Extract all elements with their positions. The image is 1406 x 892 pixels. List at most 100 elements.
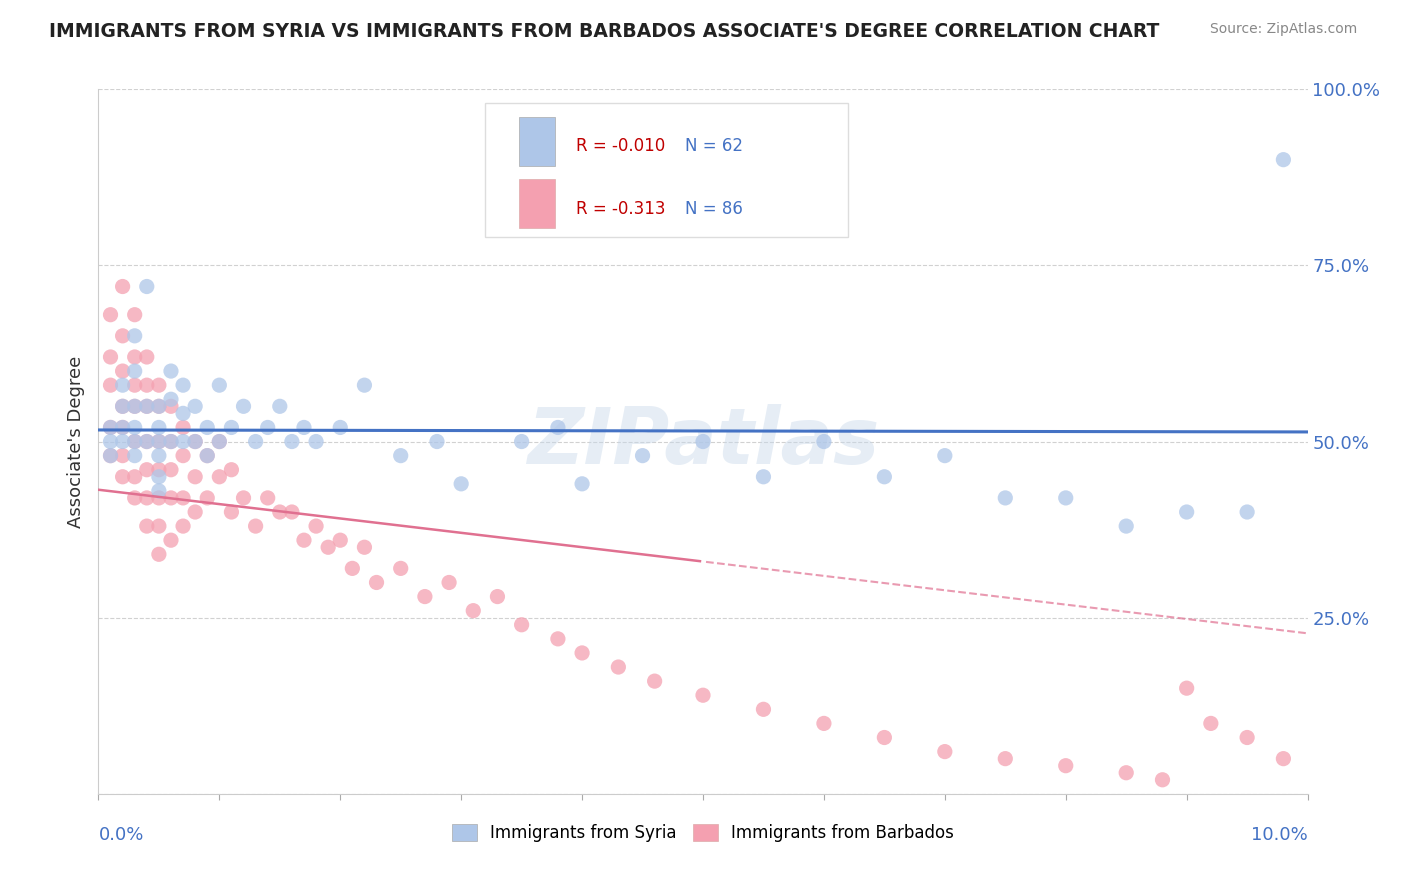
Point	[184, 469, 207, 483]
Point	[148, 399, 170, 413]
Point	[1054, 758, 1077, 772]
Point	[160, 392, 183, 407]
Point	[994, 491, 1017, 505]
Point	[195, 491, 218, 505]
Point	[100, 378, 122, 392]
Point	[329, 533, 352, 548]
Point	[994, 751, 1017, 765]
Point	[124, 469, 146, 483]
Point	[135, 399, 157, 413]
Point	[184, 505, 207, 519]
Point	[111, 378, 134, 392]
Point	[135, 378, 157, 392]
Point	[232, 399, 254, 413]
Point	[172, 406, 194, 420]
Point	[100, 420, 122, 434]
Point	[148, 449, 170, 463]
Point	[111, 449, 134, 463]
Point	[329, 420, 352, 434]
Point	[342, 561, 364, 575]
Point	[269, 505, 291, 519]
Point	[389, 561, 412, 575]
Point	[256, 491, 278, 505]
Point	[281, 434, 304, 449]
Point	[486, 590, 509, 604]
Point	[135, 463, 157, 477]
Point	[631, 449, 654, 463]
Point	[124, 378, 146, 392]
Point	[873, 731, 896, 745]
Text: 10.0%: 10.0%	[1251, 826, 1308, 844]
Point	[124, 449, 146, 463]
Point	[1236, 731, 1258, 745]
Point	[148, 547, 170, 561]
Point	[1236, 505, 1258, 519]
Point	[124, 399, 146, 413]
Point	[547, 420, 569, 434]
Point	[184, 434, 207, 449]
Text: R = -0.010: R = -0.010	[576, 137, 665, 155]
Point	[172, 420, 194, 434]
Point	[172, 434, 194, 449]
Point	[1115, 765, 1137, 780]
Point	[100, 449, 122, 463]
Point	[100, 350, 122, 364]
Point	[148, 434, 170, 449]
Point	[245, 434, 267, 449]
Point	[111, 420, 134, 434]
Point	[644, 674, 666, 689]
Point	[692, 688, 714, 702]
Point	[208, 378, 231, 392]
Point	[934, 745, 956, 759]
FancyBboxPatch shape	[485, 103, 848, 237]
Point	[692, 434, 714, 449]
Point	[111, 434, 134, 449]
Point	[1152, 772, 1174, 787]
Point	[160, 533, 183, 548]
Point	[172, 519, 194, 533]
Point	[148, 491, 170, 505]
Point	[1054, 491, 1077, 505]
Point	[389, 449, 412, 463]
Point	[208, 434, 231, 449]
Text: N = 62: N = 62	[685, 137, 742, 155]
Point	[873, 469, 896, 483]
Point	[160, 399, 183, 413]
Point	[245, 519, 267, 533]
Point	[124, 491, 146, 505]
Point	[292, 420, 315, 434]
Point	[135, 491, 157, 505]
Point	[111, 399, 134, 413]
Point	[366, 575, 388, 590]
Point	[208, 434, 231, 449]
Point	[160, 463, 183, 477]
Point	[510, 617, 533, 632]
Point	[172, 491, 194, 505]
Point	[135, 434, 157, 449]
Point	[124, 399, 146, 413]
Text: IMMIGRANTS FROM SYRIA VS IMMIGRANTS FROM BARBADOS ASSOCIATE'S DEGREE CORRELATION: IMMIGRANTS FROM SYRIA VS IMMIGRANTS FROM…	[49, 22, 1160, 41]
Point	[111, 328, 134, 343]
Point	[160, 491, 183, 505]
Point	[1175, 681, 1198, 696]
Point	[124, 328, 146, 343]
Point	[135, 519, 157, 533]
Point	[208, 469, 231, 483]
Point	[281, 505, 304, 519]
Point	[184, 399, 207, 413]
Point	[437, 575, 460, 590]
Point	[148, 469, 170, 483]
Point	[160, 434, 183, 449]
Point	[111, 364, 134, 378]
Point	[305, 519, 328, 533]
Point	[172, 378, 194, 392]
Point	[148, 378, 170, 392]
Point	[413, 590, 436, 604]
Point	[148, 483, 170, 498]
Point	[510, 434, 533, 449]
Point	[100, 449, 122, 463]
Point	[195, 420, 218, 434]
Point	[148, 420, 170, 434]
Point	[124, 420, 146, 434]
Point	[160, 364, 183, 378]
